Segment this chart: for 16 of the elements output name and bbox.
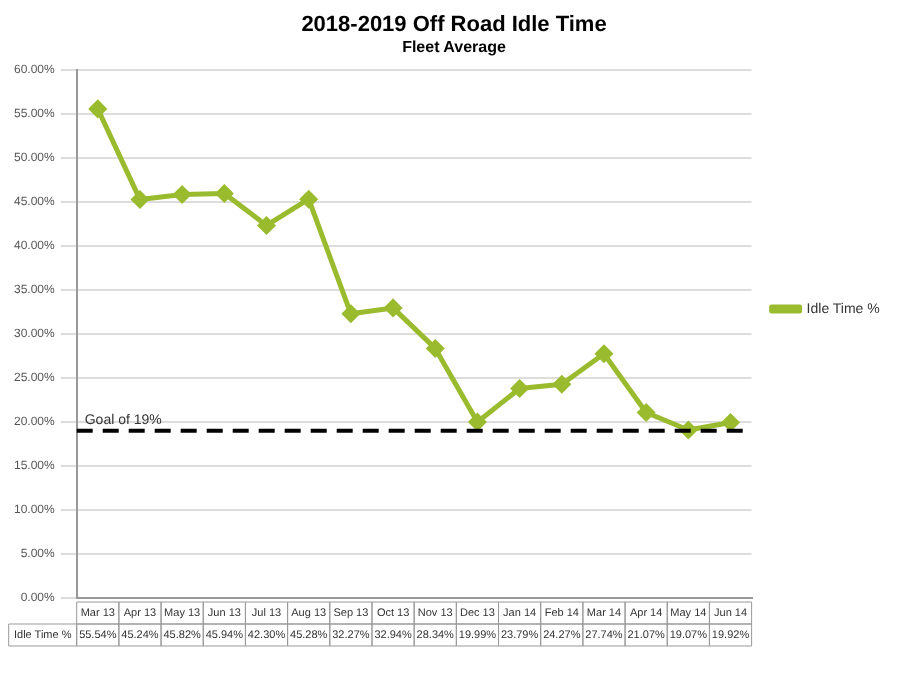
point	[468, 413, 486, 431]
point	[258, 216, 276, 234]
point	[215, 184, 233, 202]
chart-subtitle: Fleet Average	[402, 38, 507, 57]
point	[131, 191, 149, 209]
point	[426, 339, 444, 357]
point	[637, 403, 655, 421]
point	[384, 299, 402, 317]
point	[173, 185, 191, 203]
point	[595, 345, 613, 363]
point	[511, 379, 529, 397]
point	[300, 190, 318, 208]
point	[89, 100, 107, 118]
chart-title: 2018-2019 Off Road Idle Time	[301, 13, 607, 38]
point	[553, 375, 571, 393]
point	[342, 305, 360, 323]
